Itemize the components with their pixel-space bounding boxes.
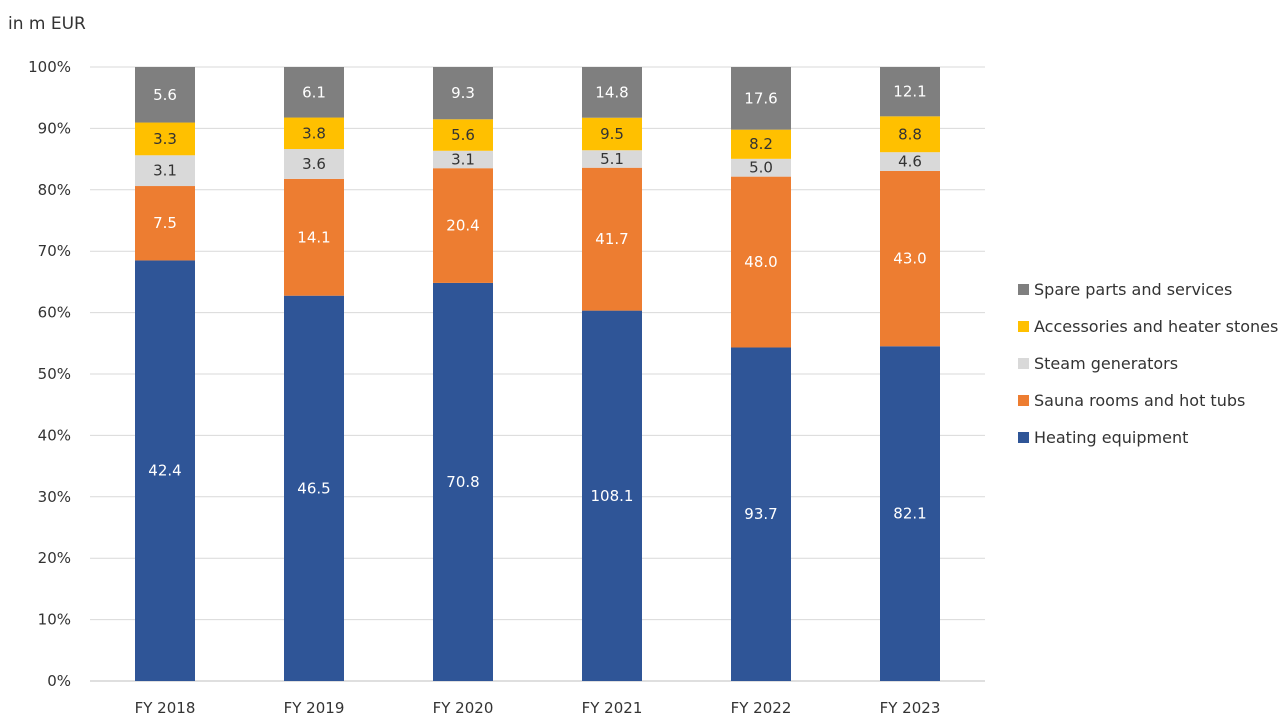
bar-segment (284, 67, 344, 118)
x-tick-label: FY 2023 (880, 699, 941, 717)
bar-segment (135, 67, 195, 123)
y-tick-label: 30% (38, 488, 71, 506)
data-label: 42.4 (148, 462, 181, 480)
y-tick-label: 20% (38, 549, 71, 567)
x-tick-label: FY 2019 (284, 699, 345, 717)
bar-segment (731, 158, 791, 177)
legend-swatch (1018, 395, 1029, 406)
bar-segment (731, 347, 791, 681)
y-tick-label: 90% (38, 119, 71, 137)
data-label: 70.8 (446, 473, 479, 491)
data-label: 3.1 (153, 162, 177, 180)
data-label: 14.1 (297, 228, 330, 246)
y-tick-label: 100% (28, 58, 71, 76)
legend-label: Spare parts and services (1034, 280, 1232, 299)
data-label: 3.3 (153, 130, 177, 148)
y-tick-label: 10% (38, 611, 71, 629)
bar-segment (284, 295, 344, 681)
data-label: 9.5 (600, 125, 624, 143)
data-label: 12.1 (893, 83, 926, 101)
x-tick-label: FY 2021 (582, 699, 643, 717)
bar-segment (582, 67, 642, 118)
bar-segment (582, 117, 642, 151)
bar-segment (880, 346, 940, 681)
x-tick-label: FY 2020 (433, 699, 494, 717)
y-tick-label: 70% (38, 242, 71, 260)
y-tick-label: 60% (38, 304, 71, 322)
bar-segment (433, 119, 493, 151)
x-tick-label: FY 2022 (731, 699, 792, 717)
unit-label: in m EUR (8, 14, 86, 34)
legend-label: Steam generators (1034, 354, 1178, 373)
y-tick-label: 80% (38, 181, 71, 199)
data-label: 46.5 (297, 479, 330, 497)
bar-segment (880, 170, 940, 347)
legend-label: Accessories and heater stones (1034, 317, 1278, 336)
data-label: 5.1 (600, 150, 624, 168)
data-label: 82.1 (893, 505, 926, 523)
data-label: 6.1 (302, 83, 326, 101)
bar-segment (433, 150, 493, 169)
data-label: 20.4 (446, 217, 479, 235)
data-label: 5.6 (451, 126, 475, 144)
bar-segment (582, 150, 642, 168)
legend-label: Heating equipment (1034, 428, 1188, 447)
y-tick-label: 50% (38, 365, 71, 383)
data-label: 5.6 (153, 86, 177, 104)
data-label: 8.8 (898, 125, 922, 143)
bar-segment (135, 186, 195, 261)
data-label: 43.0 (893, 250, 926, 268)
bar-segment (433, 67, 493, 120)
bar-segment (880, 152, 940, 171)
bar-segment (135, 260, 195, 681)
bar-segment (135, 122, 195, 156)
data-label: 4.6 (898, 153, 922, 171)
data-label: 7.5 (153, 214, 177, 232)
bar-segment (731, 67, 791, 130)
data-label: 3.8 (302, 124, 326, 142)
bar-segment (731, 176, 791, 348)
bar-segment (582, 310, 642, 681)
data-label: 17.6 (744, 89, 777, 107)
legend-swatch (1018, 432, 1029, 443)
bar-segment (880, 67, 940, 117)
bar-segment (880, 116, 940, 153)
bar-segment (284, 178, 344, 296)
x-tick-label: FY 2018 (135, 699, 196, 717)
bar-segment (135, 155, 195, 187)
bar-segment (433, 282, 493, 681)
bar-segment (284, 149, 344, 179)
y-tick-label: 0% (47, 672, 71, 690)
legend-swatch (1018, 284, 1029, 295)
data-label: 93.7 (744, 505, 777, 523)
data-label: 3.6 (302, 155, 326, 173)
data-label: 3.1 (451, 150, 475, 168)
data-label: 5.0 (749, 159, 773, 177)
data-label: 9.3 (451, 84, 475, 102)
y-tick-label: 40% (38, 426, 71, 444)
bar-segment (731, 129, 791, 159)
bar-segment (582, 167, 642, 311)
bar-segment (284, 117, 344, 150)
data-label: 41.7 (595, 230, 628, 248)
data-label: 14.8 (595, 83, 628, 101)
legend-swatch (1018, 358, 1029, 369)
data-label: 48.0 (744, 253, 777, 271)
data-label: 108.1 (591, 487, 634, 505)
data-label: 8.2 (749, 135, 773, 153)
legend-label: Sauna rooms and hot tubs (1034, 391, 1245, 410)
legend-swatch (1018, 321, 1029, 332)
bar-segment (433, 168, 493, 283)
